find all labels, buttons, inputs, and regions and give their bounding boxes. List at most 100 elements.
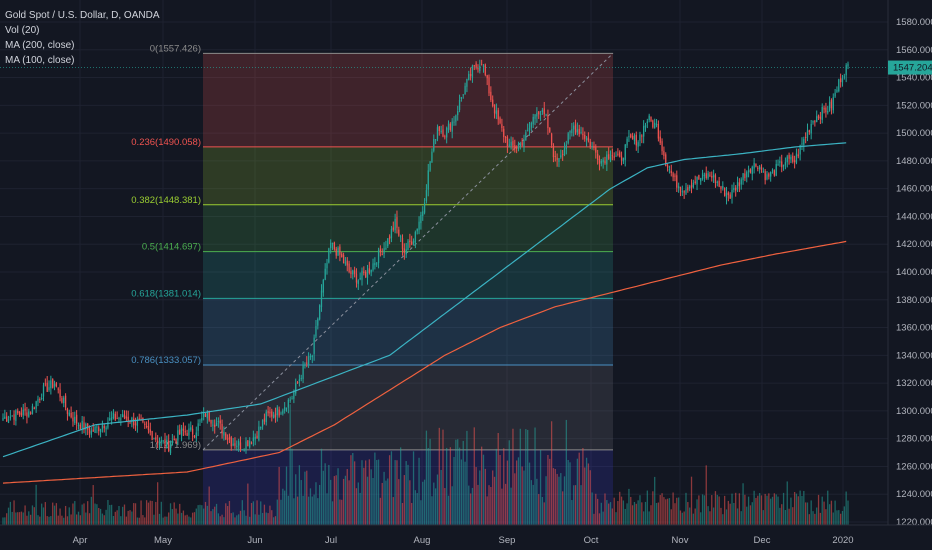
legend-ma200[interactable]: MA (200, close) [5,40,75,51]
candle-body [742,173,744,181]
candle-body [217,421,220,423]
candle-body [342,255,345,264]
candle-body [447,123,450,130]
candle-body [230,437,232,447]
candle-body [31,406,34,414]
fib-level-label: 0.786(1333.057) [131,355,201,366]
candle-body [423,202,426,213]
volume-bar [180,512,183,525]
candle-body [624,144,626,160]
volume-bar [558,476,560,525]
candle-body [201,417,203,421]
candle-body [617,153,619,155]
volume-bar [309,488,312,525]
candle-body [99,429,102,433]
candle-body [797,154,799,157]
candle-body [368,268,370,273]
volume-bar [541,496,544,525]
candle-body [98,427,100,432]
volume-bar [293,498,295,525]
candle-body [493,104,496,114]
volume-bar [543,502,545,525]
candle-body [746,171,748,178]
candle-body [180,427,183,436]
candle-body [136,420,139,426]
candle-body [596,153,599,160]
volume-bar [237,514,240,525]
candle-body [838,79,840,92]
volume-bar [175,508,177,525]
volume-bar [449,447,451,525]
volume-bar [622,500,625,525]
candle-body [805,137,807,139]
volume-bar [716,494,718,525]
fib-level-label: 0.5(1414.697) [142,242,201,253]
candle-body [309,356,312,358]
volume-bar [271,510,273,525]
candle-body [114,413,116,420]
candle-body [703,175,706,177]
candle-body [712,174,715,178]
candle-body [469,73,472,77]
volume-bar [799,490,801,525]
volume-bar [223,517,225,525]
candle-body [556,157,558,160]
candle-body [398,229,400,236]
candle-body [212,424,214,426]
candle-body [611,155,614,157]
volume-bar [24,505,26,525]
candle-body [156,440,159,443]
volume-bar [376,460,378,525]
volume-bar [18,512,21,525]
volume-bar [263,504,266,525]
candle-body [282,410,284,414]
candle-body [569,131,571,133]
candle-body [582,133,584,136]
candle-body [319,305,321,320]
candle-body [396,217,398,228]
candle-body [166,439,168,448]
candle-body [711,175,713,178]
candle-body [234,443,236,446]
volume-bar [85,512,87,525]
candle-body [374,262,376,266]
volume-bar [398,479,400,525]
volume-bar [839,513,842,525]
volume-bar [637,500,639,525]
candle-body [696,176,698,185]
candle-body [558,158,560,162]
volume-bar [781,504,783,525]
candle-body [254,436,256,440]
volume-bar [790,497,792,525]
volume-bar [394,460,396,525]
volume-bar [497,432,499,525]
volume-bar [593,513,595,525]
candle-body [372,263,374,270]
legend-vol[interactable]: Vol (20) [5,25,40,36]
y-tick-label: 1360.000 [896,323,932,334]
volume-bar [260,501,262,525]
volume-bar [147,502,150,525]
candle-body [847,63,849,67]
volume-bar [685,492,687,525]
volume-bar [492,470,494,525]
volume-bar [650,505,652,525]
candle-body [554,155,556,157]
volume-bar [52,502,54,525]
legend-symbol[interactable]: Gold Spot / U.S. Dollar, D, OANDA [5,10,160,21]
candle-body [171,440,174,445]
candle-body [545,114,547,116]
volume-bar [236,515,238,525]
candle-body [504,136,507,138]
candle-body [37,399,39,402]
legend-ma100[interactable]: MA (100, close) [5,55,75,66]
volume-bar [705,465,707,525]
candle-body [418,221,420,230]
candle-body [401,238,404,250]
volume-bar [212,509,214,525]
x-tick-label: Aug [414,535,431,546]
volume-bars [2,404,849,525]
candle-body [468,73,470,80]
volume-bar [322,470,324,525]
